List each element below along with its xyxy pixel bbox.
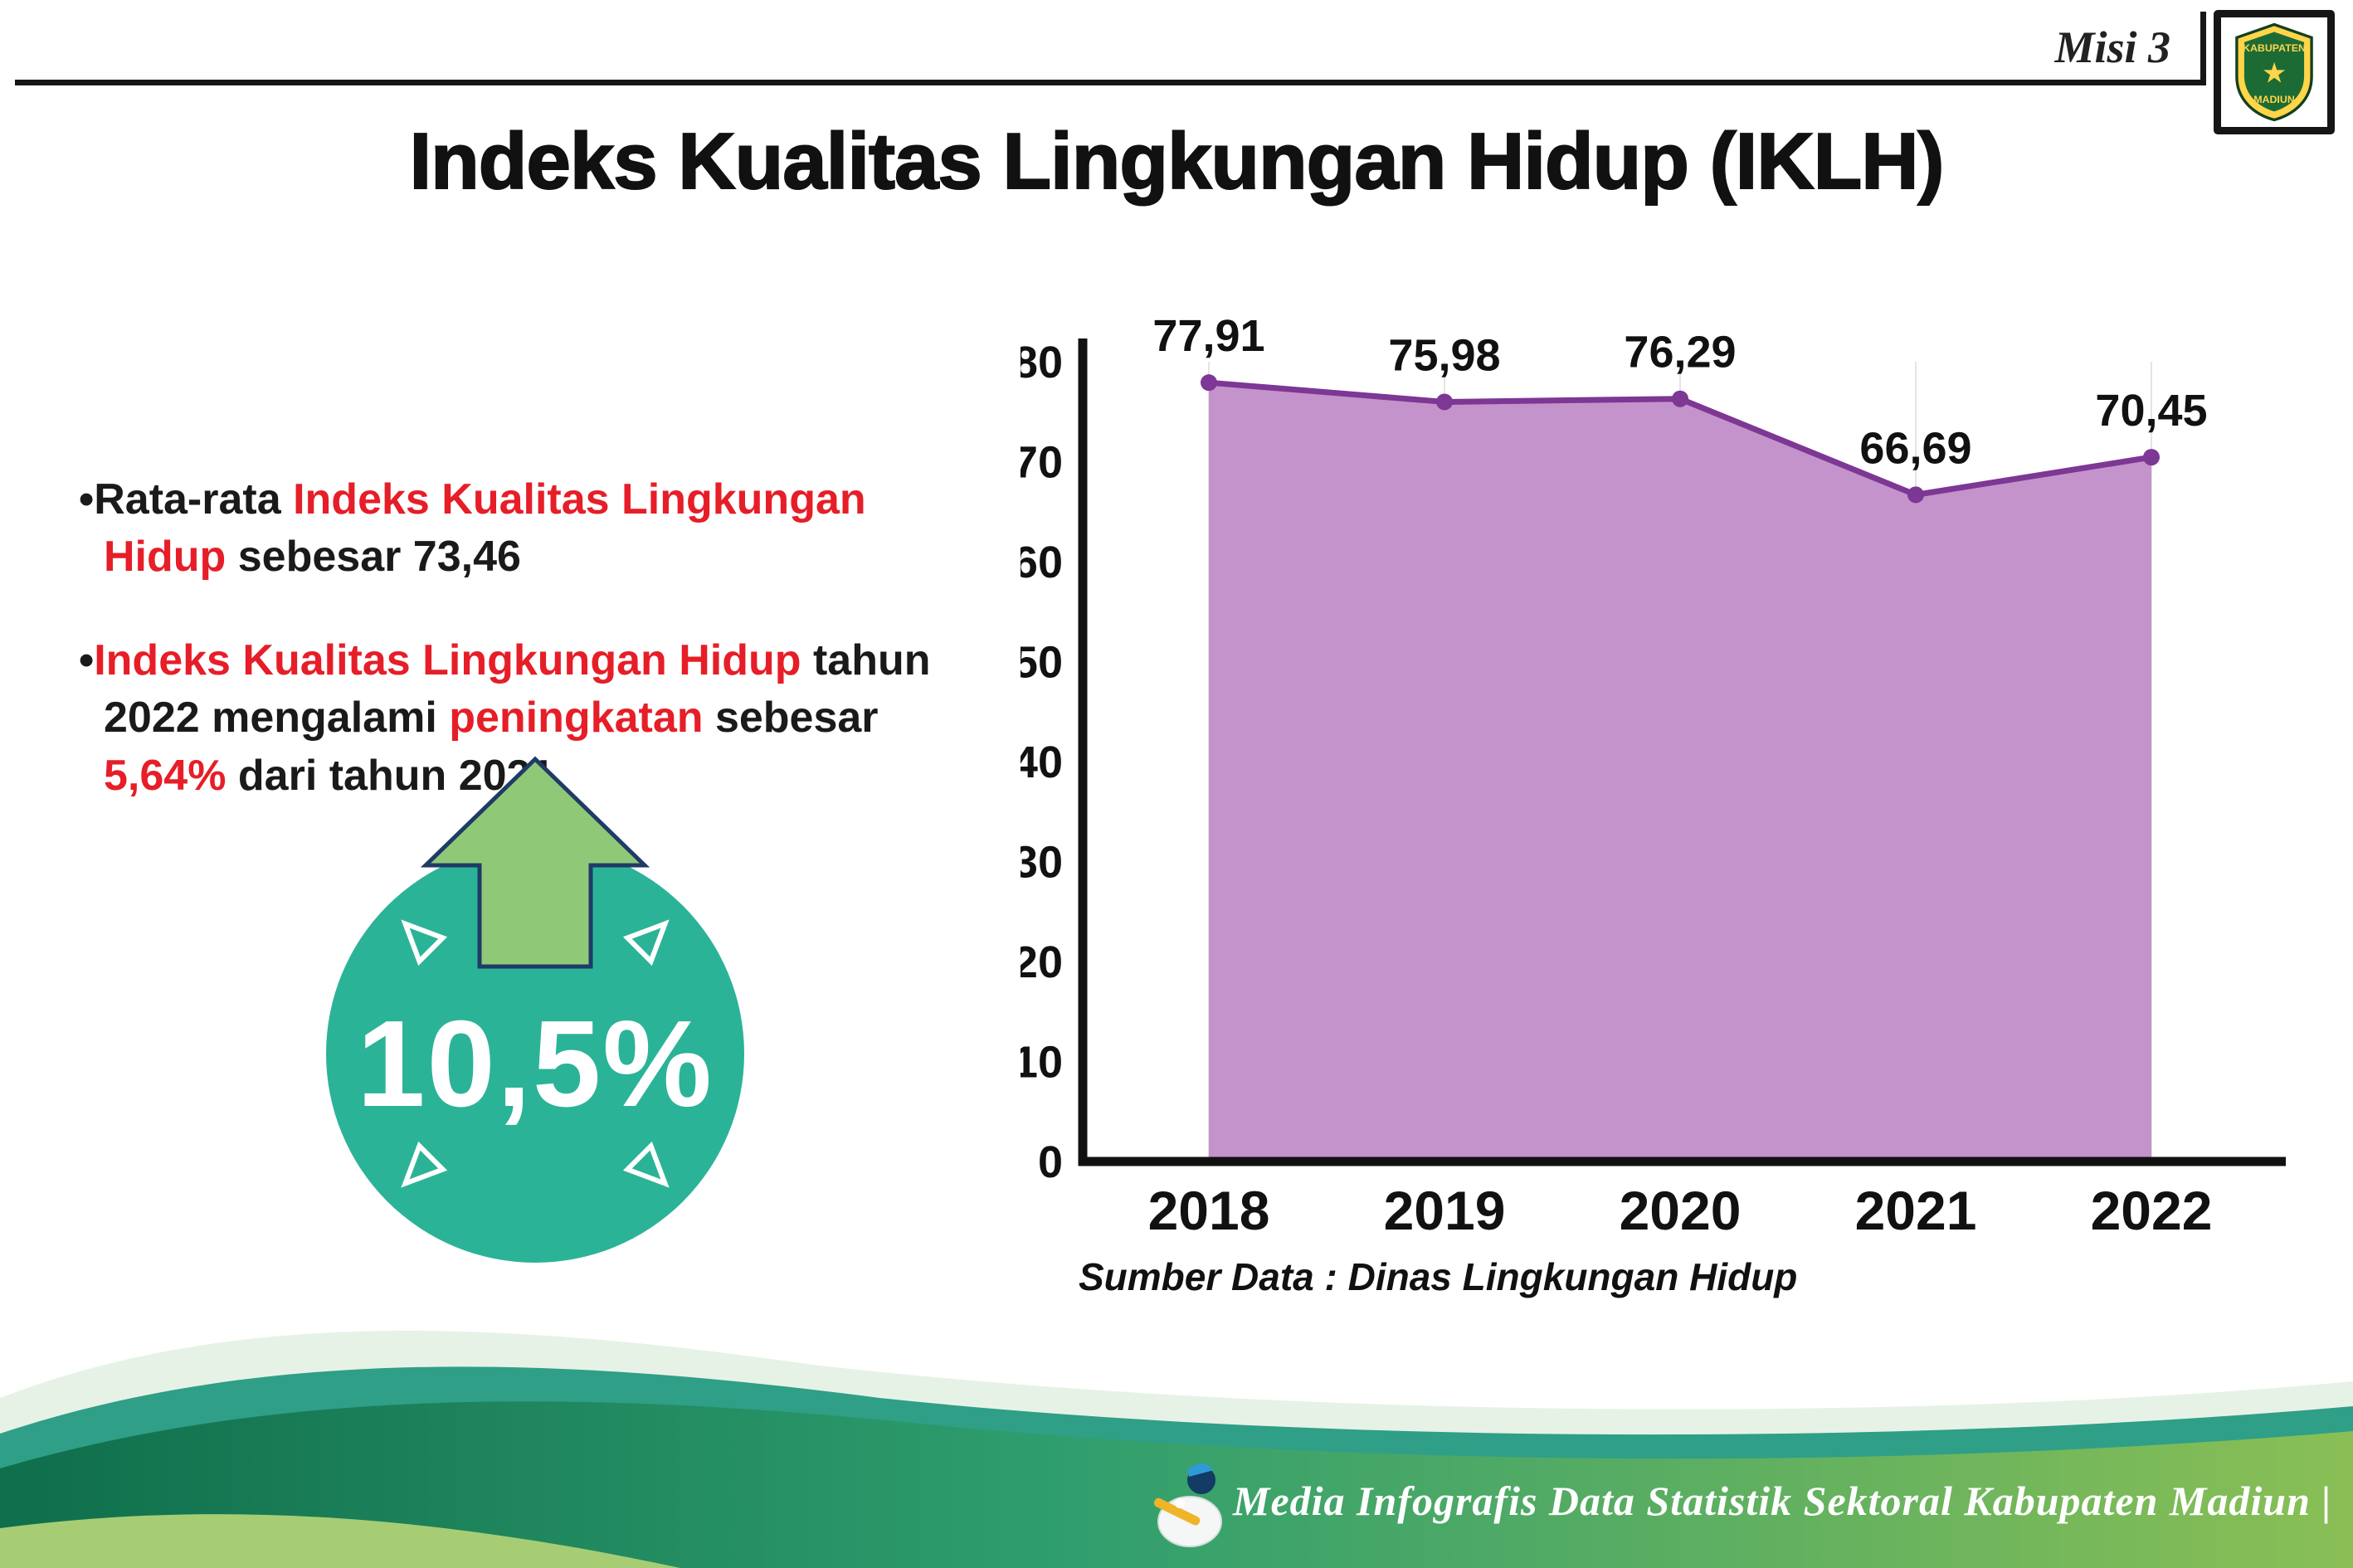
y-tick-label: 60 xyxy=(1021,538,1063,587)
bullet-increase-2022: •Indeks Kualitas Lingkungan Hidup tahun … xyxy=(79,632,971,804)
x-tick-label: 2019 xyxy=(1384,1180,1506,1241)
y-tick-label: 70 xyxy=(1021,438,1063,488)
bullet-text: sebesar 73,46 xyxy=(226,533,521,582)
wave-bottom-left xyxy=(0,1514,680,1568)
x-tick-label: 2021 xyxy=(1855,1180,1977,1241)
star-icon: ★ xyxy=(2262,57,2287,89)
misi-label: Misi 3 xyxy=(2054,22,2170,72)
crest-icon: KABUPATEN ★ MADIUN xyxy=(2235,22,2313,122)
bullet-marker: • xyxy=(79,475,95,523)
y-tick-label: 40 xyxy=(1021,738,1063,787)
badge-decoration xyxy=(401,756,670,1188)
data-point xyxy=(1201,374,1217,392)
area-fill xyxy=(1209,382,2151,1161)
up-arrow-icon xyxy=(420,756,650,969)
bullet-marker: • xyxy=(79,636,95,685)
logo-text-top: KABUPATEN xyxy=(2243,42,2306,54)
y-tick-label: 80 xyxy=(1021,338,1063,387)
bullet-average-iklh: •Rata-rata Indeks Kualitas Lingkungan Hi… xyxy=(79,471,971,586)
y-tick-label: 50 xyxy=(1021,638,1063,688)
x-tick-label: 2018 xyxy=(1148,1180,1270,1241)
value-label: 77,91 xyxy=(1152,311,1264,361)
data-point xyxy=(1907,486,1924,504)
data-point xyxy=(1436,393,1453,411)
summary-bullets: •Rata-rata Indeks Kualitas Lingkungan Hi… xyxy=(79,471,971,851)
data-point xyxy=(1672,390,1688,407)
wave-main xyxy=(0,1401,2353,1568)
value-label: 66,69 xyxy=(1859,423,1971,473)
bullet-text-highlight: 5,64% xyxy=(104,751,227,800)
page-title: Indeks Kualitas Lingkungan Hidup (IKLH) xyxy=(408,116,1945,207)
bullet-text: Rata-rata xyxy=(94,475,294,523)
value-label: 76,29 xyxy=(1624,328,1736,377)
logo-text-bottom: MADIUN xyxy=(2253,94,2295,105)
data-source-note: Sumber Data : Dinas Lingkungan Hidup xyxy=(1079,1255,1798,1298)
y-tick-label: 10 xyxy=(1021,1038,1063,1088)
top-rule xyxy=(15,80,2200,85)
bullet-text-highlight: Indeks Kualitas Lingkungan Hidup xyxy=(94,636,801,685)
chart-canvas: 77,91 75,98 76,29 66,69 70,45 0 10 20 30 40 50 60 70… xyxy=(1021,311,2286,1241)
footer-waves xyxy=(0,1331,2353,1568)
x-tick-label: 2020 xyxy=(1620,1180,1742,1241)
bullet-text-highlight: peningkatan xyxy=(449,694,704,743)
mascot-icon xyxy=(1153,1463,1222,1547)
y-tick-label: 20 xyxy=(1021,937,1063,987)
y-tick-label: 30 xyxy=(1021,838,1063,888)
y-tick-label: 0 xyxy=(1038,1137,1063,1187)
footer-caption: Media Infografis Data Statistik Sektoral… xyxy=(1233,1478,2332,1524)
value-label: 70,45 xyxy=(2095,386,2207,436)
kabupaten-madiun-logo: KABUPATEN ★ MADIUN xyxy=(2214,10,2335,134)
increase-percentage: 10,5% xyxy=(357,996,714,1132)
bullet-text: sebesar xyxy=(703,694,879,743)
chevron-upper-right-icon xyxy=(622,919,670,967)
top-rule-corner xyxy=(2200,12,2206,85)
chevron-upper-left-icon xyxy=(401,919,448,967)
chevron-lower-left-icon xyxy=(401,1141,448,1188)
iklh-area-chart: 77,91 75,98 76,29 66,69 70,45 0 10 20 30 40 50 60 70… xyxy=(1021,286,2315,1269)
chevron-lower-right-icon xyxy=(622,1141,670,1188)
value-label: 75,98 xyxy=(1388,330,1500,380)
data-point xyxy=(2143,449,2160,466)
bullet-text-highlight: Indeks Kualitas Lingkungan Hidup xyxy=(104,475,866,582)
x-tick-label: 2022 xyxy=(2091,1180,2213,1241)
bullet-text: tahun 2022 mengalami xyxy=(104,636,931,743)
